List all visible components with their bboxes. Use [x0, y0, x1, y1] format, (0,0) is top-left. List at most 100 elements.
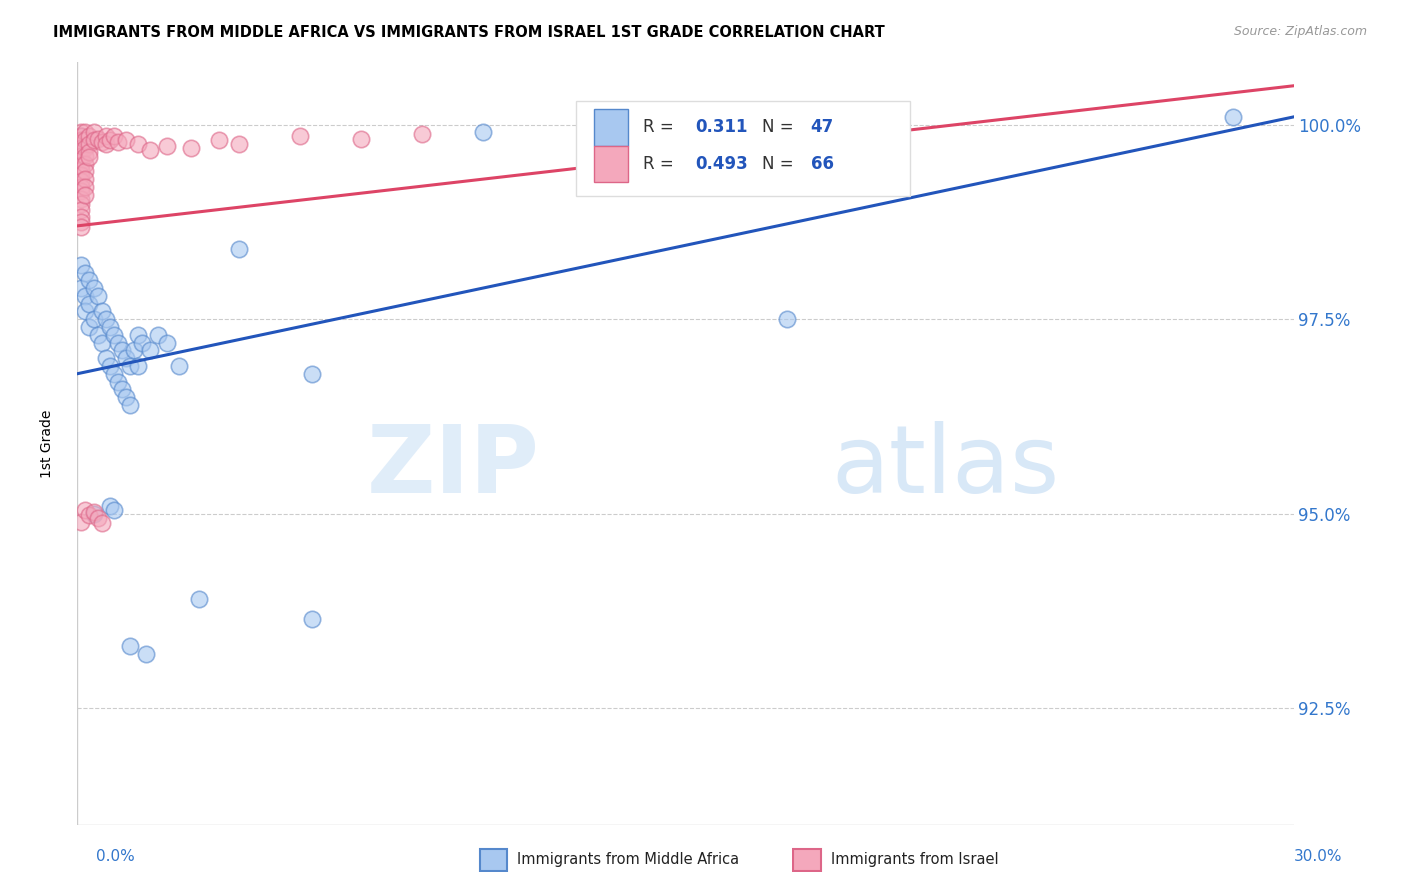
Point: [83, 312, 105, 326]
Point: [75, 266, 97, 280]
Point: [79, 508, 101, 523]
Point: [70, 129, 93, 144]
Point: [75, 141, 97, 155]
Point: [107, 335, 129, 350]
Text: Immigrants from Israel: Immigrants from Israel: [831, 853, 998, 867]
Point: [75, 304, 97, 318]
Point: [94, 312, 117, 326]
Point: [350, 131, 373, 145]
Point: [94, 137, 117, 152]
Point: [103, 327, 125, 342]
Point: [79, 145, 101, 159]
Point: [127, 327, 149, 342]
Point: [107, 135, 129, 149]
Point: [75, 180, 97, 194]
Point: [75, 164, 97, 178]
Point: [127, 359, 149, 373]
Point: [70, 215, 93, 229]
Point: [98, 320, 121, 334]
Point: [301, 367, 323, 381]
Text: 47: 47: [811, 119, 834, 136]
Point: [135, 647, 157, 661]
Point: [70, 203, 93, 218]
Point: [228, 242, 250, 256]
Point: [90, 335, 112, 350]
Point: [1222, 110, 1244, 124]
Point: [70, 258, 93, 272]
Point: [111, 343, 134, 358]
Point: [776, 312, 799, 326]
Point: [79, 320, 101, 334]
Point: [70, 174, 93, 188]
Point: [70, 141, 93, 155]
Point: [90, 304, 112, 318]
Point: [70, 281, 93, 295]
Text: IMMIGRANTS FROM MIDDLE AFRICA VS IMMIGRANTS FROM ISRAEL 1ST GRADE CORRELATION CH: IMMIGRANTS FROM MIDDLE AFRICA VS IMMIGRA…: [53, 25, 886, 40]
Point: [118, 359, 141, 373]
Point: [79, 137, 101, 152]
Point: [115, 133, 138, 147]
Point: [83, 505, 105, 519]
Point: [98, 133, 121, 147]
Point: [131, 335, 153, 350]
Point: [79, 129, 101, 144]
Point: [70, 129, 93, 144]
Point: [115, 390, 138, 404]
Point: [75, 172, 97, 186]
Point: [167, 359, 190, 373]
Point: [70, 153, 93, 167]
Point: [139, 143, 162, 157]
Point: [90, 135, 112, 149]
Point: [70, 180, 93, 194]
Point: [180, 141, 202, 155]
Point: [98, 499, 121, 513]
Text: N =: N =: [762, 155, 799, 173]
Point: [111, 382, 134, 396]
Point: [75, 289, 97, 303]
Point: [139, 343, 162, 358]
Point: [118, 398, 141, 412]
Point: [75, 156, 97, 170]
Point: [70, 158, 93, 172]
Point: [75, 187, 97, 202]
Point: [148, 327, 170, 342]
Point: [75, 126, 97, 140]
Text: atlas: atlas: [831, 421, 1060, 513]
Point: [103, 503, 125, 517]
Point: [94, 351, 117, 366]
Point: [79, 296, 101, 310]
Point: [98, 359, 121, 373]
Point: [188, 592, 211, 607]
Point: [70, 184, 93, 198]
Point: [107, 375, 129, 389]
Text: 0.493: 0.493: [695, 155, 748, 173]
Point: [70, 197, 93, 211]
Point: [127, 137, 149, 152]
Point: [301, 612, 323, 626]
Text: N =: N =: [762, 119, 799, 136]
Point: [103, 129, 125, 144]
Point: [411, 127, 433, 141]
Text: Source: ZipAtlas.com: Source: ZipAtlas.com: [1233, 25, 1367, 38]
Point: [94, 129, 117, 144]
Point: [83, 507, 105, 521]
Point: [79, 273, 101, 287]
Text: 30.0%: 30.0%: [1295, 849, 1343, 863]
FancyBboxPatch shape: [595, 109, 628, 145]
Point: [75, 149, 97, 163]
Point: [86, 510, 108, 524]
FancyBboxPatch shape: [576, 101, 911, 196]
Text: Immigrants from Middle Africa: Immigrants from Middle Africa: [517, 853, 740, 867]
Point: [70, 169, 93, 183]
Point: [90, 516, 112, 530]
Point: [115, 351, 138, 366]
Point: [103, 367, 125, 381]
Text: ZIP: ZIP: [367, 421, 540, 513]
Point: [70, 210, 93, 224]
Text: R =: R =: [643, 155, 679, 173]
Point: [118, 639, 141, 653]
Point: [155, 139, 177, 153]
Text: 66: 66: [811, 155, 834, 173]
Point: [75, 133, 97, 147]
Point: [228, 137, 250, 152]
